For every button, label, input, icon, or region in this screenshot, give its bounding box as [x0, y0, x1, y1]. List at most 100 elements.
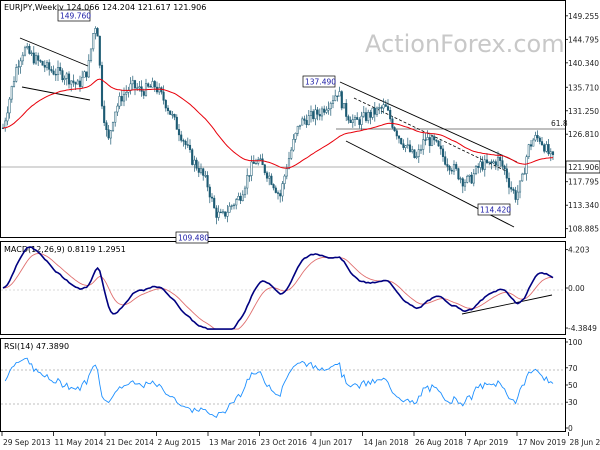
candle-body [30, 52, 33, 54]
y-tick-label: 70 [568, 364, 578, 373]
candle-body [375, 107, 379, 115]
candle-body [210, 196, 214, 199]
candle-body [268, 175, 271, 179]
candle-body [10, 86, 13, 100]
candle-body [477, 166, 480, 168]
candle-body [485, 159, 489, 164]
candle-body [369, 111, 372, 118]
annotation-label: 109.480 [178, 234, 209, 243]
candle-body [349, 119, 352, 123]
candle-body [103, 105, 106, 123]
candle-body [397, 135, 401, 139]
candle-body [276, 192, 280, 194]
candle-body [316, 109, 319, 115]
candle-body [327, 108, 330, 111]
candle-body [23, 47, 27, 56]
candle-body [461, 178, 464, 187]
candle-body [336, 95, 339, 97]
candle-body [89, 48, 93, 61]
candle-body [142, 91, 145, 96]
annotation-label: 149.760 [60, 12, 91, 21]
candle-body [547, 144, 550, 155]
candle-body [345, 103, 348, 117]
macd-trend-line [461, 294, 553, 315]
candle-body [230, 205, 233, 207]
candle-body [340, 91, 343, 109]
candle-body [529, 144, 533, 147]
candle-body [67, 73, 71, 85]
candle-body [237, 196, 240, 200]
annotation-box [477, 203, 511, 216]
candle-body [120, 96, 123, 102]
candle-body [235, 199, 238, 206]
candle-body [65, 73, 68, 79]
candle-body [402, 143, 405, 148]
candle-body [499, 156, 502, 161]
x-tick-label: 29 Sep 2013 [3, 438, 51, 447]
candle-body [481, 161, 484, 170]
candle-body [329, 103, 332, 110]
candle-body [173, 114, 176, 118]
y-tick-label: 117.795 [568, 178, 599, 187]
candle-body [503, 165, 506, 169]
candle-body [490, 161, 493, 164]
candle-body [265, 172, 269, 179]
candle-body [164, 100, 167, 109]
candle-body [241, 194, 244, 201]
candle-body [116, 105, 119, 113]
candle-body [294, 132, 297, 140]
x-tick-label: 13 Mar 2016 [209, 438, 257, 447]
candle-body [109, 130, 112, 139]
candle-body [63, 78, 66, 81]
candle-body [323, 108, 326, 113]
candle-body [107, 129, 110, 139]
candle-body [52, 70, 55, 75]
candle-body [320, 108, 324, 117]
candle-body [466, 176, 469, 183]
candle-body [296, 126, 299, 134]
candle-body [521, 173, 524, 182]
candle-body [272, 184, 275, 189]
candle-body [19, 60, 22, 67]
candle-body [215, 207, 218, 218]
candle-body [424, 139, 427, 141]
y-tick-label: 100 [568, 338, 583, 347]
candle-body [426, 137, 429, 141]
candle-body [100, 65, 104, 107]
candle-body [523, 173, 526, 175]
candle-body [243, 187, 247, 196]
candle-body [356, 117, 359, 120]
candle-body [360, 115, 363, 125]
candle-body [45, 62, 49, 68]
lines-group [2, 78, 554, 419]
candle-body [76, 80, 79, 85]
candle-body [364, 112, 368, 121]
candle-body [221, 211, 225, 213]
candle-body [149, 86, 152, 88]
channel-upper-line [339, 81, 518, 163]
candle-body [98, 35, 101, 66]
candle-body [83, 71, 86, 78]
x-tick-label: 4 Jun 2017 [312, 438, 353, 447]
candle-body [111, 121, 115, 131]
candle-body [153, 81, 156, 88]
candle-body [281, 183, 284, 197]
candle-body [536, 135, 539, 139]
macd-line [2, 246, 554, 330]
x-tick-label: 17 Nov 2019 [518, 438, 566, 447]
candle-body [470, 174, 473, 184]
candle-body [404, 145, 407, 148]
candle-body [309, 111, 313, 116]
candle-body [48, 62, 51, 70]
candle-body [87, 60, 90, 78]
candle-body [505, 168, 508, 179]
y-tick-label: 126.810 [568, 130, 599, 139]
x-tick-label: 23 Oct 2016 [261, 438, 308, 447]
candle-body [26, 46, 29, 49]
candle-body [34, 55, 38, 64]
candle-body [285, 168, 288, 177]
candle-body [202, 168, 205, 176]
annotation-label: 137.490 [305, 78, 336, 87]
candle-body [193, 159, 196, 165]
candle-body [439, 145, 442, 150]
